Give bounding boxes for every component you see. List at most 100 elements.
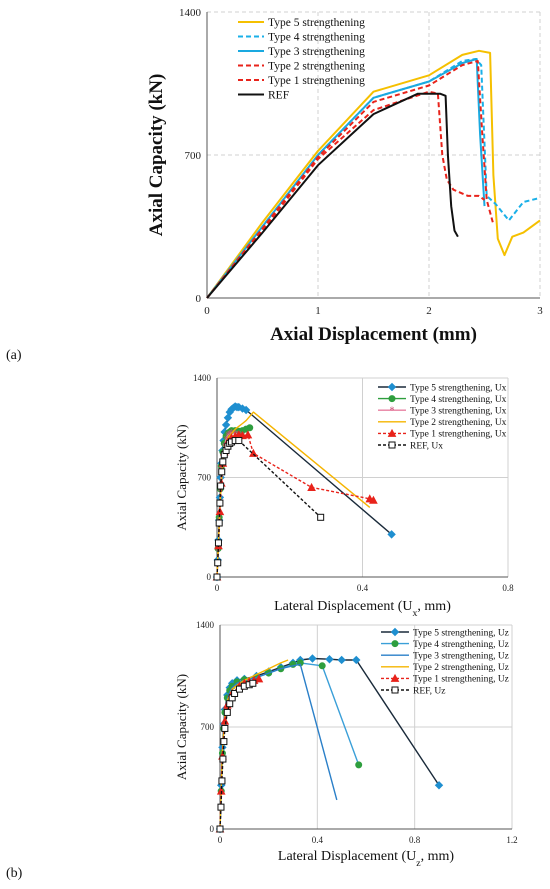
x-axis-label: Lateral Displacement (Uz, mm) (278, 849, 455, 869)
data-point-marker: * (227, 429, 232, 440)
legend-label: Type 3 strengthening, Ux (410, 407, 507, 417)
data-point-marker (238, 431, 247, 440)
data-point-marker (214, 559, 222, 567)
lateral-ux-chart: 0 0.4 0.8 0 700 1400 Lateral Displacement (Ux,… (174, 373, 514, 618)
data-point-marker (352, 655, 361, 665)
legend-label: Type 5 strengthening, Ux (410, 383, 507, 393)
series-5 (206, 92, 459, 299)
series-line (206, 58, 486, 299)
data-point-marker (249, 679, 257, 687)
x-tick-label: 0.8 (409, 835, 421, 845)
data-point-marker (249, 448, 258, 457)
axial-displacement-chart: 0 1 2 3 0 700 1400 Axial Displacement (mm) Axial… (146, 7, 543, 345)
legend-label: REF (268, 90, 289, 102)
x-axis-label: Axial Displacement (mm) (270, 324, 477, 345)
y-tick-label: 700 (198, 473, 212, 483)
legend-label: Type 2 strengthening, Ux (410, 418, 507, 428)
data-point-marker (214, 539, 222, 547)
legend: Type 5 strengthening, Ux Type 4 strengthe… (378, 382, 507, 451)
data-point-marker (307, 482, 316, 491)
data-point-marker (318, 662, 326, 670)
legend-label: Type 2 strengthening, Uz (413, 663, 509, 673)
data-point-marker (223, 708, 231, 716)
legend-marker (388, 441, 396, 449)
legend-label: Type 3 strengthening, Uz (413, 652, 509, 662)
data-point-marker (369, 495, 378, 504)
x-tick-label: 0 (215, 583, 220, 593)
series-line (206, 92, 459, 299)
data-point-marker (220, 738, 228, 746)
x-tick-label: 3 (537, 305, 543, 317)
data-point-marker (213, 573, 221, 581)
data-point-marker (218, 468, 226, 476)
series-5 (216, 679, 257, 833)
legend-marker (387, 428, 397, 437)
data-point-marker (308, 654, 317, 663)
legend-label: Type 1 strengthening (268, 75, 365, 87)
x-tick-label: 1.2 (506, 835, 517, 845)
data-point-marker (219, 458, 227, 466)
legend-marker (387, 382, 397, 392)
y-axis-label: Axial Capacity (kN) (174, 424, 189, 530)
legend-marker (390, 627, 400, 637)
x-tick-label: 0 (204, 305, 210, 317)
data-point-marker (243, 430, 253, 439)
series-0 (206, 49, 541, 299)
legend-label: Type 2 strengthening (268, 61, 365, 73)
legend-label: Type 1 strengthening, Ux (410, 430, 507, 440)
legend: Type 5 strengthening, Uz Type 4 strengthe… (381, 627, 509, 696)
data-point-marker (434, 781, 444, 790)
data-point-marker (317, 513, 325, 521)
data-point-marker (241, 405, 251, 415)
series-line (216, 434, 374, 578)
series-2 (206, 58, 486, 299)
y-tick-label: 1400 (179, 7, 202, 19)
x-tick-label: 0 (218, 835, 223, 845)
data-point-marker (221, 420, 231, 430)
legend-marker (390, 673, 400, 682)
data-point-marker (355, 761, 363, 769)
panel-label-b: (b) (6, 866, 23, 881)
data-point-marker (254, 674, 264, 683)
data-point-marker (226, 700, 234, 708)
data-point-marker (337, 655, 346, 665)
x-tick-label: 0.4 (312, 835, 324, 845)
legend-label: Type 5 strengthening (268, 17, 365, 29)
series-line (219, 682, 254, 830)
legend-marker (391, 686, 399, 694)
lateral-uz-chart: 0 0.4 0.8 1.2 0 700 1400 Lateral Displacement (… (174, 620, 518, 868)
legend-label: Type 5 strengthening, Uz (413, 628, 509, 638)
legend-label: Type 4 strengthening, Uz (413, 640, 509, 650)
y-tick-label: 700 (185, 150, 202, 162)
data-point-marker: * (225, 430, 230, 441)
y-tick-label: 0 (207, 572, 212, 582)
data-point-marker (231, 689, 239, 697)
y-axis-label: Axial Capacity (kN) (174, 674, 189, 780)
series-line (206, 49, 541, 299)
y-axis-label: Axial Capacity (kN) (146, 74, 167, 237)
data-point-marker (325, 655, 334, 664)
legend-label: REF, Uz (413, 686, 446, 696)
legend: Type 5 strengthening Type 4 strengthening… (238, 17, 365, 102)
series-line (206, 90, 486, 299)
y-tick-label: 0 (210, 824, 215, 834)
y-tick-label: 1400 (196, 620, 215, 630)
data-point-marker (216, 499, 224, 507)
series-5 (213, 437, 325, 581)
data-point-marker (219, 755, 227, 763)
legend-label: Type 4 strengthening (268, 32, 365, 44)
panel-label-a: (a) (6, 348, 22, 363)
series-4 (212, 430, 378, 581)
data-point-marker: * (224, 435, 229, 446)
data-point-marker (218, 777, 226, 785)
x-axis-label: Lateral Displacement (Ux, mm) (274, 599, 451, 619)
legend-label: REF, Ux (410, 441, 443, 451)
legend-marker: * (390, 406, 395, 417)
y-tick-label: 0 (196, 293, 202, 305)
legend-marker (388, 395, 396, 403)
data-point-marker (217, 482, 225, 490)
legend-label: Type 4 strengthening, Ux (410, 395, 507, 405)
legend-marker (391, 640, 399, 648)
y-tick-label: 1400 (193, 373, 212, 383)
